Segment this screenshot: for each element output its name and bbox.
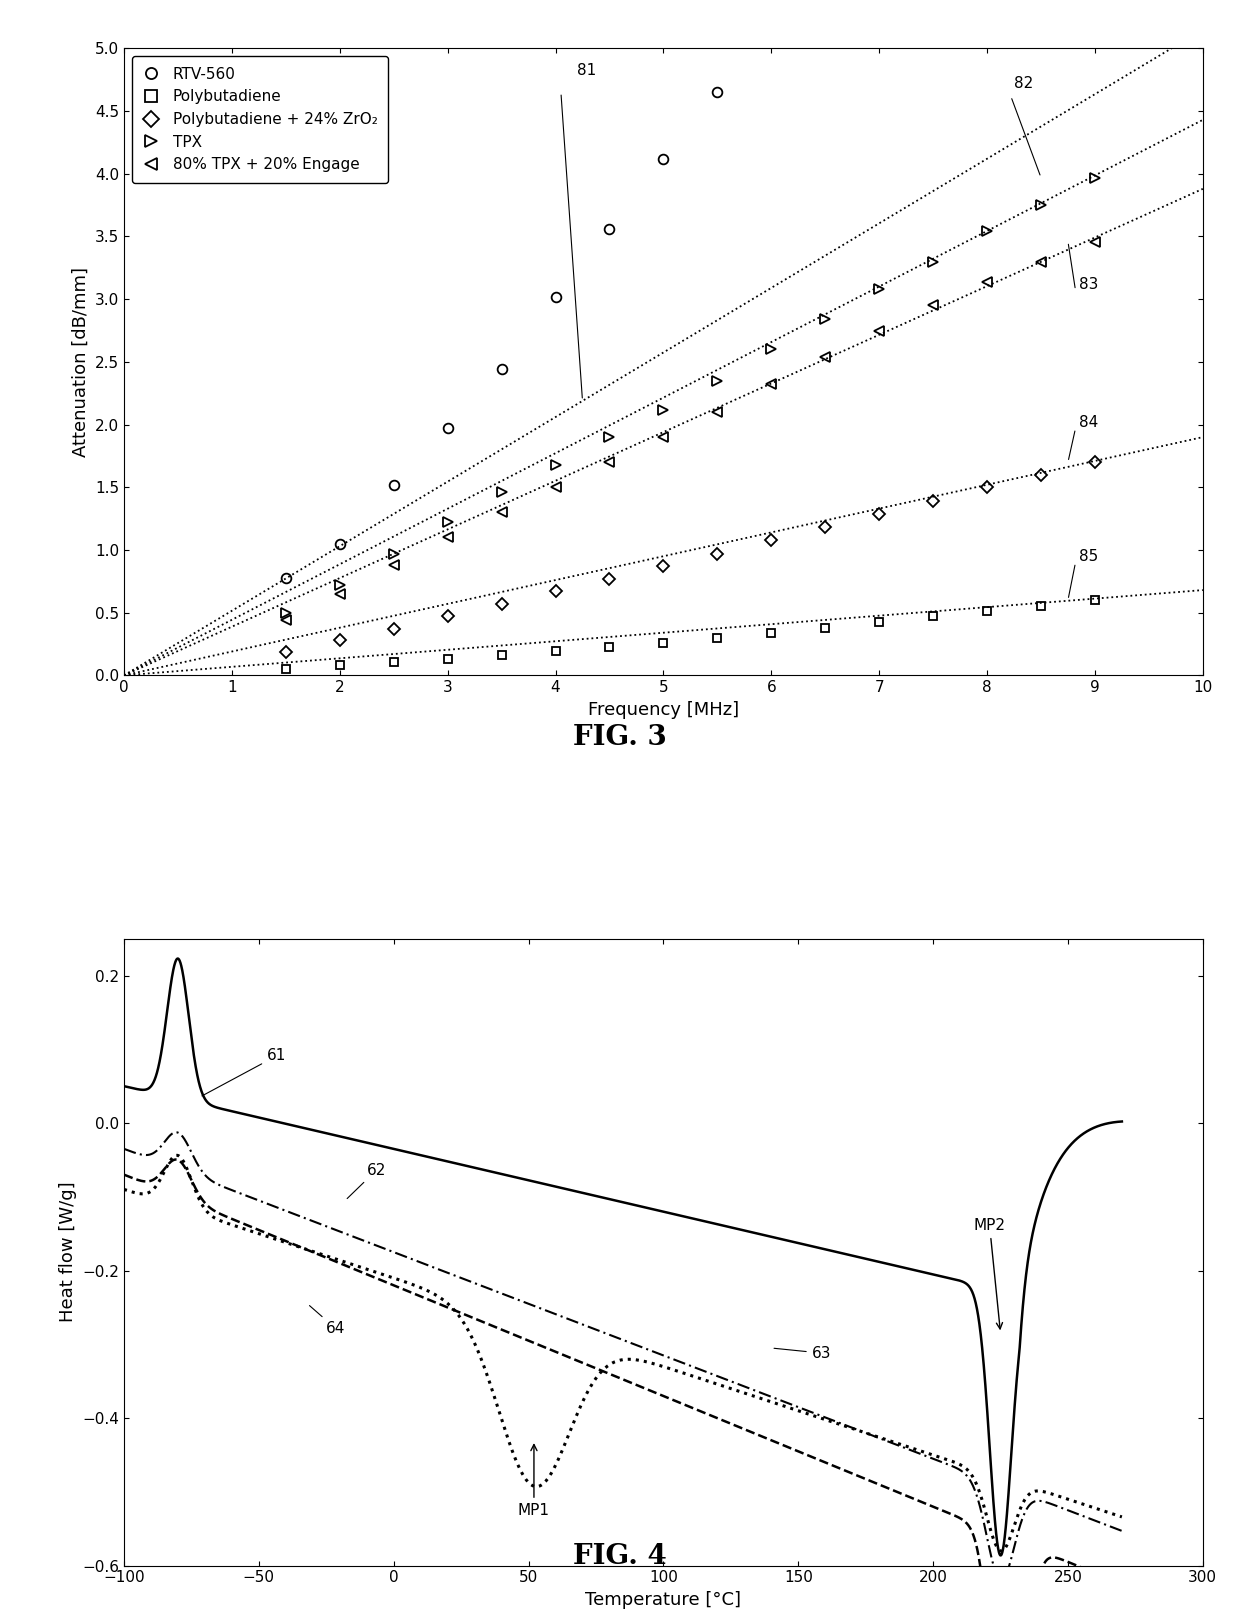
- Text: 84: 84: [1079, 415, 1097, 429]
- Text: FIG. 3: FIG. 3: [573, 723, 667, 751]
- Text: FIG. 4: FIG. 4: [573, 1543, 667, 1570]
- X-axis label: Frequency [MHz]: Frequency [MHz]: [588, 700, 739, 718]
- Y-axis label: Attenuation [dB/mm]: Attenuation [dB/mm]: [72, 266, 89, 457]
- Text: MP1: MP1: [518, 1445, 551, 1517]
- Y-axis label: Heat flow [W/g]: Heat flow [W/g]: [58, 1181, 77, 1322]
- Text: 61: 61: [202, 1049, 286, 1096]
- Legend: RTV-560, Polybutadiene, Polybutadiene + 24% ZrO₂, TPX, 80% TPX + 20% Engage: RTV-560, Polybutadiene, Polybutadiene + …: [131, 56, 388, 182]
- Text: 83: 83: [1079, 276, 1099, 292]
- Text: 62: 62: [347, 1162, 386, 1199]
- Text: 82: 82: [1014, 76, 1033, 90]
- Text: 81: 81: [577, 63, 596, 79]
- Text: 63: 63: [774, 1346, 831, 1361]
- Text: MP2: MP2: [973, 1219, 1006, 1328]
- X-axis label: Temperature [°C]: Temperature [°C]: [585, 1591, 742, 1609]
- Text: 85: 85: [1079, 549, 1097, 563]
- Text: 64: 64: [310, 1306, 346, 1336]
